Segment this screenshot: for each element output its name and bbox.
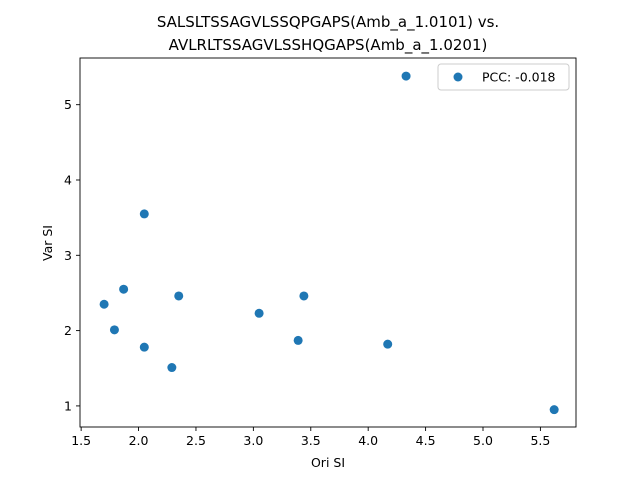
legend-marker (453, 72, 463, 82)
scatter-point (299, 291, 309, 301)
scatter-point (293, 335, 303, 345)
x-tick-label: 5.5 (530, 433, 550, 448)
x-tick-label: 2.5 (186, 433, 206, 448)
scatter-point (119, 284, 129, 294)
y-tick-label: 5 (64, 97, 72, 112)
legend-box (437, 63, 570, 91)
x-tick-label: 4.5 (416, 433, 436, 448)
scatter-points (99, 71, 559, 415)
axis-ticks: 1.5 2.0 2.5 3.0 3.5 4.0 4.5 5.0 5.5 1 2 3 4 5 (64, 97, 550, 448)
scatter-point (401, 71, 411, 81)
chart-legend: PCC: -0.018 (437, 63, 570, 91)
scatter-point (254, 308, 264, 318)
y-tick-label: 3 (64, 248, 72, 263)
legend-label: PCC: -0.018 (482, 70, 556, 85)
y-tick-label: 1 (64, 398, 72, 413)
scatter-point (383, 339, 393, 349)
y-axis-label: Var SI (40, 225, 55, 261)
x-tick-label: 3.5 (301, 433, 321, 448)
plot-area-frame (79, 57, 577, 428)
scatter-point (139, 209, 149, 219)
scatter-point (99, 299, 109, 309)
x-tick-label: 1.5 (71, 433, 91, 448)
chart-title-line-1: SALSLTSSAGVLSSQPGAPS(Amb_a_1.0101) vs. (157, 13, 499, 32)
chart-title-line-2: AVLRLTSSAGVLSSHQGAPS(Amb_a_1.0201) (169, 36, 488, 55)
scatter-point (109, 325, 119, 335)
x-tick-label: 3.0 (243, 433, 263, 448)
x-tick-label: 5.0 (473, 433, 493, 448)
scatter-point (174, 291, 184, 301)
x-tick-label: 2.0 (129, 433, 149, 448)
scatter-point (139, 342, 149, 352)
x-axis-label: Ori SI (311, 455, 345, 470)
scatter-point (549, 405, 559, 415)
x-tick-label: 4.0 (358, 433, 378, 448)
scatter-point (167, 363, 177, 373)
y-tick-label: 2 (64, 323, 72, 338)
chart-title: SALSLTSSAGVLSSQPGAPS(Amb_a_1.0101) vs. A… (157, 13, 499, 55)
y-tick-label: 4 (64, 172, 72, 187)
